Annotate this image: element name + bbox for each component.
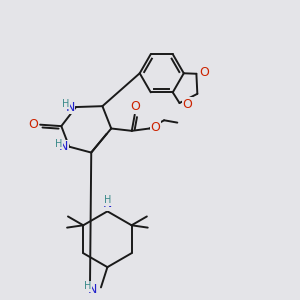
Text: N: N [65,100,75,113]
Text: H: H [85,281,92,291]
Text: O: O [130,100,140,113]
Text: H: H [56,139,63,149]
Text: H: H [62,98,70,109]
Text: N: N [88,283,97,296]
Text: O: O [199,65,209,79]
Text: N: N [59,140,68,153]
Text: O: O [182,98,192,111]
Text: O: O [28,118,38,131]
Text: O: O [150,121,160,134]
Text: N: N [103,197,112,210]
Text: H: H [104,195,111,205]
